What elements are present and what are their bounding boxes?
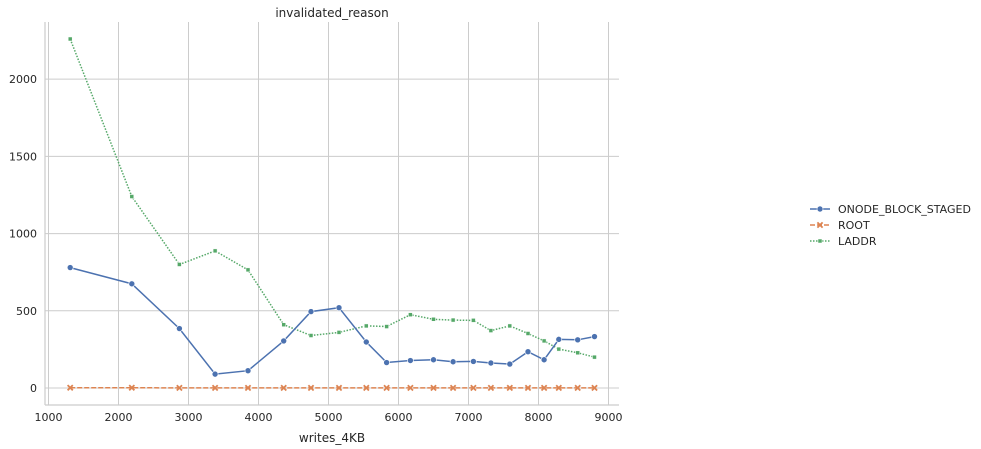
data-point [383,384,390,392]
x-tick-label: 4000 [245,411,273,424]
data-point [524,348,532,356]
x-tick-label: 6000 [385,411,413,424]
data-point [524,384,532,392]
legend-item: ROOT [810,219,870,232]
x-tick-label: 9000 [595,411,623,424]
axes [44,22,619,406]
y-tick-label: 1500 [9,150,37,163]
series-onode-block-staged [66,264,598,378]
series-line [69,38,595,358]
data-point [128,280,136,288]
data-point [540,384,548,392]
legend: ONODE_BLOCK_STAGED ROOT LADDR [810,203,971,248]
data-point [506,360,514,368]
data-point [212,248,218,254]
data-point [487,359,495,367]
x-tick-label: 2000 [105,411,133,424]
data-point [555,384,563,392]
data-point [506,384,514,392]
legend-item: ONODE_BLOCK_STAGED [810,203,971,216]
data-point [431,317,436,322]
data-point [408,312,413,317]
data-point [591,333,598,340]
data-point [449,384,457,392]
data-point [383,359,390,366]
data-point [336,330,342,335]
data-point [487,384,495,392]
data-point [384,324,389,329]
data-point [362,338,370,346]
data-point [280,337,288,345]
data-point [407,384,414,392]
data-point [66,384,74,391]
data-point [307,308,315,315]
data-point [177,262,182,267]
data-point [470,384,477,392]
data-point [592,354,597,360]
data-point [244,384,252,392]
data-point [575,350,580,356]
data-point [430,384,437,392]
x-tick-label: 5000 [315,411,343,424]
y-tick-label: 1000 [9,228,37,241]
x-tick-label: 1000 [35,411,63,424]
y-tick-label: 2000 [9,73,37,86]
data-point [176,325,183,332]
series-layer [66,36,598,392]
data-point [430,356,437,364]
data-point [540,356,548,364]
data-point [244,367,252,375]
data-point [470,358,477,365]
data-point [471,318,476,323]
series-root [66,384,598,392]
legend-label: LADDR [838,235,877,248]
tick-labels: 1000 2000 3000 4000 5000 6000 7000 8000 9000 0 500… [9,73,623,424]
data-point [364,323,369,329]
data-point [507,323,513,329]
data-point [488,328,494,333]
data-point [555,336,563,343]
legend-marker [816,221,824,229]
data-point [67,36,73,42]
data-point [176,384,183,392]
data-point [541,338,547,344]
data-point [574,384,581,392]
data-point [211,384,219,392]
x-tick-label: 3000 [175,411,203,424]
data-point [335,384,343,392]
grid [45,22,619,405]
legend-marker [817,238,823,244]
data-point [308,333,314,338]
data-point [525,331,531,336]
series-laddr [67,36,597,360]
data-point [66,264,74,271]
x-tick-label: 7000 [455,411,483,424]
data-point [280,384,287,392]
chart-title: invalidated_reason [275,6,388,20]
legend-label: ONODE_BLOCK_STAGED [838,203,971,216]
data-point [574,336,582,344]
data-point [407,357,414,364]
data-point [245,267,251,273]
data-point [128,384,136,391]
data-point [556,346,562,352]
data-point [129,194,135,199]
y-tick-label: 500 [16,305,37,318]
series-line [70,266,595,375]
data-point [363,384,370,392]
x-tick-label: 8000 [525,411,553,424]
legend-label: ROOT [838,219,870,232]
data-point [307,384,315,392]
data-point [335,304,343,312]
data-point [449,358,457,366]
x-axis-label: writes_4KB [299,431,365,445]
data-point [450,317,456,323]
data-point [591,384,598,392]
data-point [281,322,286,327]
data-point [211,370,219,378]
y-tick-label: 0 [30,382,37,395]
legend-item: LADDR [810,235,877,248]
legend-marker [816,205,824,213]
